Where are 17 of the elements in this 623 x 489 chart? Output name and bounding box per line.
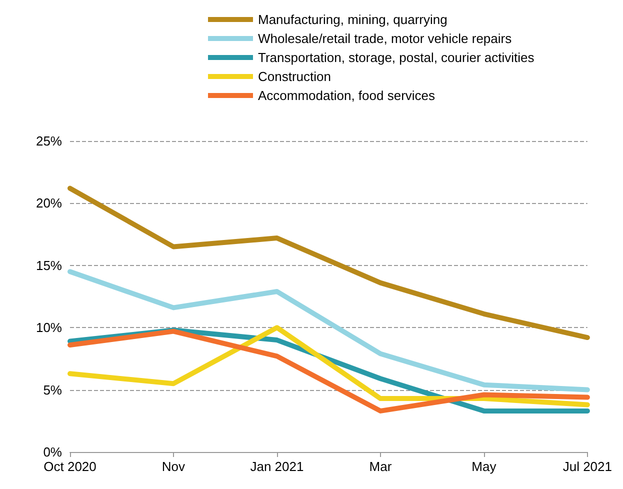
legend-label: Manufacturing, mining, quarrying (258, 12, 448, 27)
y-tick-label: 0% (43, 444, 62, 460)
y-tick-label: 5% (43, 382, 62, 398)
y-tick-label: 15% (36, 258, 62, 273)
x-tick-label: Jul 2021 (562, 459, 612, 474)
y-tick-label: 20% (36, 196, 62, 211)
x-tick-label: Mar (369, 459, 392, 474)
legend-label: Wholesale/retail trade, motor vehicle repairs (258, 31, 512, 46)
legend-label: Accommodation, food services (258, 88, 436, 103)
y-tick-label: 10% (36, 320, 62, 336)
x-tick-label: Nov (162, 459, 186, 474)
legend-label: Transportation, storage, postal, courier activities (258, 50, 535, 65)
x-tick-label: Oct 2020 (44, 459, 96, 474)
x-tick-label: Jan 2021 (250, 459, 304, 474)
legend-label: Construction (258, 69, 331, 84)
x-tick-label: May (472, 459, 497, 474)
y-tick-label: 25% (36, 134, 62, 148)
